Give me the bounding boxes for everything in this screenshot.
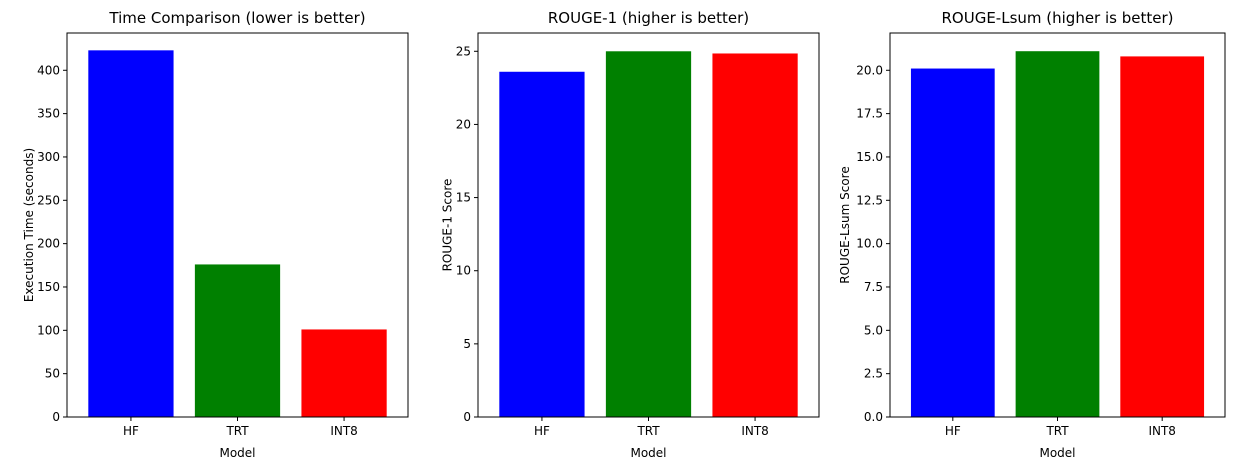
bar-int8 <box>301 329 387 417</box>
x-tick-label: TRT <box>225 424 249 438</box>
y-tick-label: 200 <box>37 237 60 251</box>
y-tick-label: 15 <box>456 191 471 205</box>
y-tick-label: 10 <box>456 264 471 278</box>
x-tick-label: TRT <box>1045 424 1069 438</box>
bar-trt <box>1015 51 1100 418</box>
bar-trt <box>194 264 281 417</box>
x-axis-label: Model <box>630 446 666 460</box>
x-tick-label: HF <box>534 424 550 438</box>
x-tick-label: INT8 <box>1148 424 1175 438</box>
chart-title: ROUGE-Lsum (higher is better) <box>941 9 1173 27</box>
y-tick-label: 400 <box>37 63 60 77</box>
y-tick-label: 15.0 <box>856 150 883 164</box>
y-tick-label: 150 <box>37 280 60 294</box>
y-tick-label: 7.5 <box>864 280 883 294</box>
y-tick-label: 350 <box>37 107 60 121</box>
y-tick-label: 2.5 <box>864 367 883 381</box>
y-tick-label: 300 <box>37 150 60 164</box>
bar-hf <box>910 68 995 418</box>
x-tick-label: TRT <box>636 424 660 438</box>
x-tick-label: HF <box>123 424 139 438</box>
bar-hf <box>499 71 585 417</box>
x-axis-label: Model <box>219 446 255 460</box>
y-tick-label: 20 <box>456 117 471 131</box>
bar-int8 <box>1120 56 1205 418</box>
x-tick-label: HF <box>945 424 961 438</box>
chart-panel-1: HF TRT INT8 0 50 100 150 200 250 300 350 400 Time Co… <box>22 9 409 460</box>
y-tick-label: 17.5 <box>856 107 883 121</box>
y-tick-label: 12.5 <box>856 193 883 207</box>
y-tick-label: 250 <box>37 193 60 207</box>
y-tick-label: 0 <box>463 410 471 424</box>
x-tick-label: INT8 <box>741 424 768 438</box>
y-tick-label: 0 <box>52 410 60 424</box>
x-tick-label: INT8 <box>330 424 357 438</box>
y-axis-label: Execution Time (seconds) <box>22 148 36 302</box>
y-tick-label: 10.0 <box>856 237 883 251</box>
chart-panel-3: HF TRT INT8 0.0 2.5 5.0 7.5 10.0 12.5 15.0 17.5 20.… <box>838 9 1226 460</box>
y-tick-label: 100 <box>37 323 60 337</box>
bar-int8 <box>712 53 798 417</box>
bar-trt <box>605 51 692 418</box>
y-tick-label: 25 <box>456 44 471 58</box>
y-tick-label: 0.0 <box>864 410 883 424</box>
y-tick-label: 5.0 <box>864 323 883 337</box>
chart-title: Time Comparison (lower is better) <box>108 9 365 27</box>
x-axis-label: Model <box>1039 446 1075 460</box>
y-axis-label: ROUGE-Lsum Score <box>838 166 852 283</box>
bar-hf <box>88 50 174 418</box>
y-tick-label: 20.0 <box>856 63 883 77</box>
y-tick-label: 5 <box>463 337 471 351</box>
chart-title: ROUGE-1 (higher is better) <box>548 9 749 27</box>
chart-panel-2: HF TRT INT8 0 5 10 15 20 25 ROUGE-1 (higher is be… <box>440 9 820 460</box>
y-tick-label: 50 <box>45 367 60 381</box>
y-axis-label: ROUGE-1 Score <box>440 179 454 272</box>
